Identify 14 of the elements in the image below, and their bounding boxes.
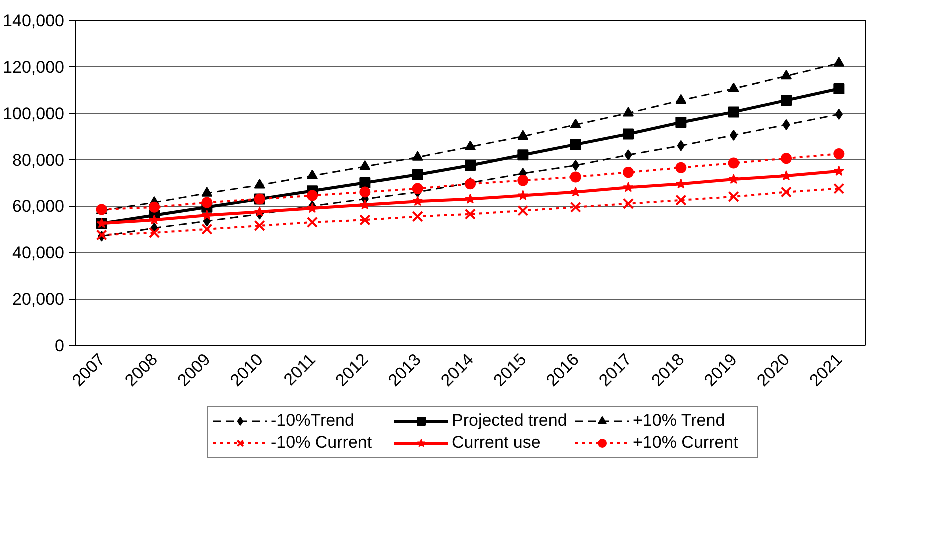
y-tick-label: 60,000 (12, 197, 65, 216)
y-tick-label: 120,000 (3, 58, 64, 77)
y-tick-label: 100,000 (3, 104, 64, 124)
y-tick-label: 0 (55, 336, 65, 356)
y-tick-label: 40,000 (12, 244, 65, 263)
y-tick-label: 20,000 (12, 290, 65, 310)
legend-label: +10% Trend (633, 410, 726, 430)
y-tick-label: 80,000 (12, 150, 65, 170)
legend-label: -10%Trend (271, 410, 356, 430)
legend-label: Current use (452, 432, 542, 452)
legend-label: -10% Current (271, 432, 374, 452)
y-tick-label: 140,000 (3, 12, 64, 30)
legend-label: +10% Current (633, 432, 740, 452)
legend-label: Projected trend (452, 410, 568, 430)
